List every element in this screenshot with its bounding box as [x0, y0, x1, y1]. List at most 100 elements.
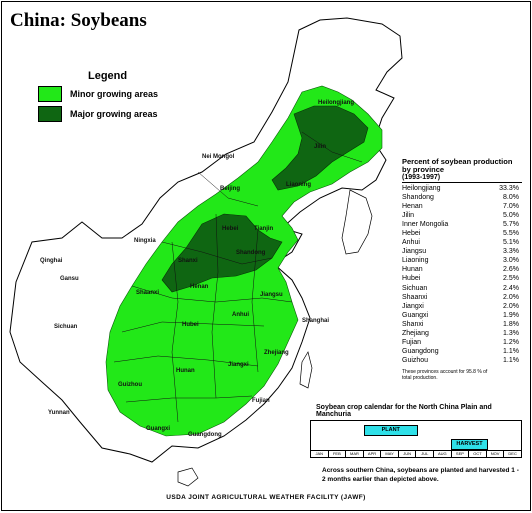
production-table-footnote: These provinces account for 95.8 % of to…: [402, 368, 488, 381]
month-label: JUN: [397, 451, 416, 457]
production-table-rows: Heilongjiang 33.3% Shandong 8.0% Henan 7.0% Ji…: [402, 184, 522, 365]
hainan-island: [177, 467, 199, 487]
province-label-guizhou: Guizhou: [118, 382, 142, 388]
province-name: Jiangsu: [402, 248, 427, 256]
production-percent: 2.0%: [503, 293, 519, 301]
province-label-guangdong: Guangdong: [188, 432, 222, 438]
province-label-beijing: Beijing: [220, 186, 241, 192]
legend-item-major: Major growing areas: [38, 106, 158, 122]
province-label-fujian: Fujian: [252, 398, 270, 404]
production-percent: 1.8%: [503, 320, 519, 328]
province-label-shanxi: Shanxi: [178, 258, 198, 264]
production-percent: 5.1%: [503, 239, 519, 247]
province-name: Hubei: [402, 275, 421, 283]
province-name: Sichuan: [402, 284, 428, 292]
table-row: Henan 7.0%: [402, 202, 522, 211]
province-name: Zhejiang: [402, 329, 429, 337]
production-percent: 3.0%: [503, 257, 519, 265]
province-name: Liaoning: [402, 257, 429, 265]
province-name: Hunan: [402, 266, 423, 274]
table-row: Hunan 2.6%: [402, 265, 522, 274]
taiwan-island: [299, 351, 313, 389]
province-label-guangxi: Guangxi: [146, 426, 171, 432]
production-percent: 1.9%: [503, 311, 519, 319]
province-label-hunan: Hunan: [176, 368, 195, 374]
month-label: SEP: [450, 451, 469, 457]
production-percent: 8.0%: [503, 194, 519, 202]
province-label-shandong: Shandong: [236, 250, 266, 256]
province-label-gansu: Gansu: [60, 276, 79, 282]
table-row: Inner Mongolia 5.7%: [402, 220, 522, 229]
month-label: DEC: [503, 451, 521, 457]
province-name: Shaanxi: [402, 293, 428, 301]
province-name: Heilongjiang: [402, 185, 441, 192]
province-label-heilongjiang: Heilongjiang: [318, 100, 354, 106]
production-percent: 3.3%: [503, 248, 519, 256]
legend-title: Legend: [88, 70, 128, 82]
province-label-jiangsu: Jiangsu: [260, 292, 283, 298]
month-label: MAR: [345, 451, 363, 457]
production-percent: 5.7%: [503, 221, 519, 229]
production-percent: 2.4%: [503, 284, 519, 292]
production-table: Percent of soybean production by provinc…: [402, 158, 522, 381]
table-row: Anhui 5.1%: [402, 238, 522, 247]
table-row: Shaanxi 2.0%: [402, 293, 522, 302]
production-percent: 2.5%: [503, 275, 519, 283]
table-row: Jiangsu 3.3%: [402, 247, 522, 256]
province-label-liaoning: Liaoning: [286, 182, 311, 188]
month-label: JAN: [315, 451, 324, 456]
province-label-anhui: Anhui: [232, 312, 249, 318]
month-label: AUG: [433, 451, 451, 457]
province-name: Fujian: [402, 338, 422, 346]
province-label-ningxia: Ningxia: [134, 238, 156, 244]
province-label-shanghai: Shanghai: [302, 318, 330, 324]
month-label: MAY: [380, 451, 398, 457]
month-axis: JAN FEB MAR APR MAY JUN JUL AUG SEP OCT NOV DEC: [311, 450, 521, 457]
province-name: Jilin: [402, 212, 415, 220]
table-row: Guangdong 1.1%: [402, 347, 522, 356]
province-label-nei-mongol: Nei Mongol: [202, 154, 235, 160]
province-label-hubei: Hubei: [182, 322, 199, 328]
table-row: Zhejiang 1.3%: [402, 329, 522, 338]
legend: Legend Minor growing areas Major growing…: [38, 70, 158, 122]
production-percent: 5.0%: [503, 212, 519, 220]
harvest-bar: HARVEST: [451, 439, 488, 450]
province-label-henan: Henan: [190, 284, 209, 290]
province-name: Jiangxi: [402, 302, 424, 310]
province-label-shaanxi: Shaanxi: [136, 290, 160, 296]
korean-peninsula: [341, 189, 373, 255]
month-label: APR: [362, 451, 381, 457]
legend-item-minor: Minor growing areas: [38, 86, 158, 102]
table-row: Heilongjiang 33.3%: [402, 184, 522, 193]
production-percent: 1.2%: [503, 338, 519, 346]
province-label-zhejiang: Zhejiang: [264, 350, 289, 356]
table-row: Guangxi 1.9%: [402, 311, 522, 320]
province-name: Henan: [402, 203, 423, 211]
table-row: Hebei 5.5%: [402, 229, 522, 238]
map-title: China: Soybeans: [10, 10, 147, 31]
major-growing-area-north-china-plain: [161, 213, 283, 293]
province-label-hebei: Hebei: [222, 226, 239, 232]
table-row: Guizhou 1.1%: [402, 356, 522, 365]
table-row: Jilin 5.0%: [402, 211, 522, 220]
table-row: Hubei 2.5%: [402, 274, 522, 283]
production-percent: 33.3%: [499, 185, 519, 192]
major-area-swatch: [38, 106, 62, 122]
table-row: Fujian 1.2%: [402, 338, 522, 347]
table-row: Jiangxi 2.0%: [402, 302, 522, 311]
crop-calendar-chart: PLANT HARVEST JAN FEB MAR APR MAY JUN JUL AUG SE…: [310, 420, 522, 458]
province-label-tianjin: Tianjin: [254, 226, 274, 232]
province-name: Shandong: [402, 194, 434, 202]
table-row: Shandong 8.0%: [402, 193, 522, 202]
legend-label-minor: Minor growing areas: [70, 89, 159, 99]
month-label: JUL: [415, 451, 433, 457]
province-label-yunnan: Yunnan: [48, 410, 70, 416]
major-growing-area-northeast: [271, 105, 369, 191]
province-borders: [113, 131, 363, 423]
plant-bar: PLANT: [363, 425, 418, 436]
production-table-period: (1993-1997): [402, 174, 522, 183]
production-table-title: Percent of soybean production by provinc…: [402, 157, 513, 174]
province-name: Guizhou: [402, 356, 429, 364]
